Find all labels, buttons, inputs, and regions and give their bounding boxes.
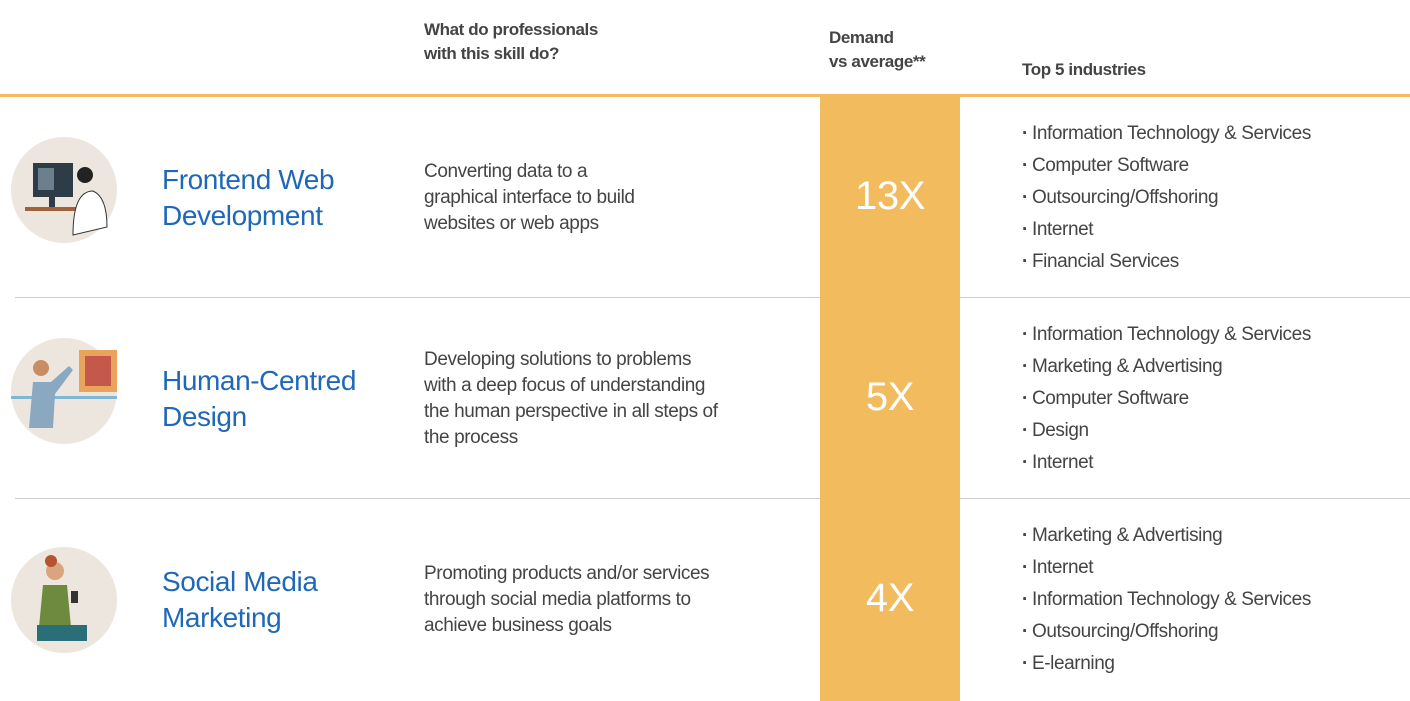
industry-list: Marketing & AdvertisingInternetInformati… bbox=[1022, 520, 1311, 680]
skill-name: Human-Centred Design bbox=[162, 363, 356, 435]
skill-line: Design bbox=[162, 400, 247, 432]
description-line: Developing solutions to problems bbox=[424, 348, 692, 370]
illustration bbox=[11, 338, 117, 444]
skill-description: Promoting products and/or services throug… bbox=[424, 561, 710, 639]
industry: E-learning bbox=[1022, 648, 1311, 680]
industry: Marketing & Advertising bbox=[1022, 520, 1311, 552]
demand-column bbox=[820, 97, 960, 701]
demand-value: 5X bbox=[820, 375, 960, 420]
description-line: the human perspective in all steps of bbox=[424, 400, 718, 422]
header-line: vs average** bbox=[829, 52, 926, 71]
description-line: graphical interface to build bbox=[424, 186, 635, 208]
industry: Computer Software bbox=[1022, 150, 1311, 182]
industry: Outsourcing/Offshoring bbox=[1022, 616, 1311, 648]
industry: Information Technology & Services bbox=[1022, 118, 1311, 150]
illustration bbox=[11, 137, 117, 243]
demand-text: 4X bbox=[865, 575, 915, 620]
description-line: the process bbox=[424, 426, 518, 448]
description-line: achieve business goals bbox=[424, 614, 612, 636]
row-divider bbox=[15, 297, 1410, 298]
skill-line: Frontend Web bbox=[162, 163, 335, 195]
industry: Internet bbox=[1022, 214, 1311, 246]
industry-list: Information Technology & ServicesMarketi… bbox=[1022, 319, 1311, 479]
industry: Marketing & Advertising bbox=[1022, 351, 1311, 383]
column-header: Demand vs average** bbox=[829, 26, 926, 74]
demand-value: 13X bbox=[820, 174, 960, 219]
header-line: Top 5 industries bbox=[1022, 60, 1146, 79]
illustration bbox=[11, 547, 117, 653]
description-line: Converting data to a bbox=[424, 160, 588, 182]
skill-line: Human-Centred bbox=[162, 364, 356, 396]
demand-value: 4X bbox=[820, 576, 960, 621]
demand-text: 5X bbox=[865, 374, 915, 419]
header-line: with this skill do? bbox=[424, 44, 560, 63]
industry: Design bbox=[1022, 415, 1311, 447]
column-header: Top 5 industries bbox=[1022, 58, 1146, 82]
industry: Information Technology & Services bbox=[1022, 319, 1311, 351]
industry: Financial Services bbox=[1022, 246, 1311, 278]
header-line: Demand bbox=[829, 28, 894, 47]
skill-description: Developing solutions to problems with a d… bbox=[424, 347, 718, 451]
description-line: Promoting products and/or services bbox=[424, 562, 710, 584]
industry: Information Technology & Services bbox=[1022, 584, 1311, 616]
skill-name: Frontend Web Development bbox=[162, 162, 335, 234]
industry: Outsourcing/Offshoring bbox=[1022, 182, 1311, 214]
skill-description: Converting data to a graphical interface … bbox=[424, 159, 635, 237]
description-line: through social media platforms to bbox=[424, 588, 691, 610]
header-rule bbox=[0, 94, 1410, 97]
skill-line: Marketing bbox=[162, 601, 282, 633]
industry-list: Information Technology & ServicesCompute… bbox=[1022, 118, 1311, 278]
description-line: with a deep focus of understanding bbox=[424, 374, 706, 396]
industry: Computer Software bbox=[1022, 383, 1311, 415]
skill-name: Social Media Marketing bbox=[162, 564, 318, 636]
skill-line: Social Media bbox=[162, 565, 318, 597]
skill-line: Development bbox=[162, 199, 323, 231]
demand-text: 13X bbox=[855, 173, 925, 218]
row-divider bbox=[15, 498, 1410, 499]
industry: Internet bbox=[1022, 552, 1311, 584]
column-header: What do professionals with this skill do? bbox=[424, 18, 598, 66]
description-line: websites or web apps bbox=[424, 212, 599, 234]
industry: Internet bbox=[1022, 447, 1311, 479]
header-line: What do professionals bbox=[424, 20, 598, 39]
